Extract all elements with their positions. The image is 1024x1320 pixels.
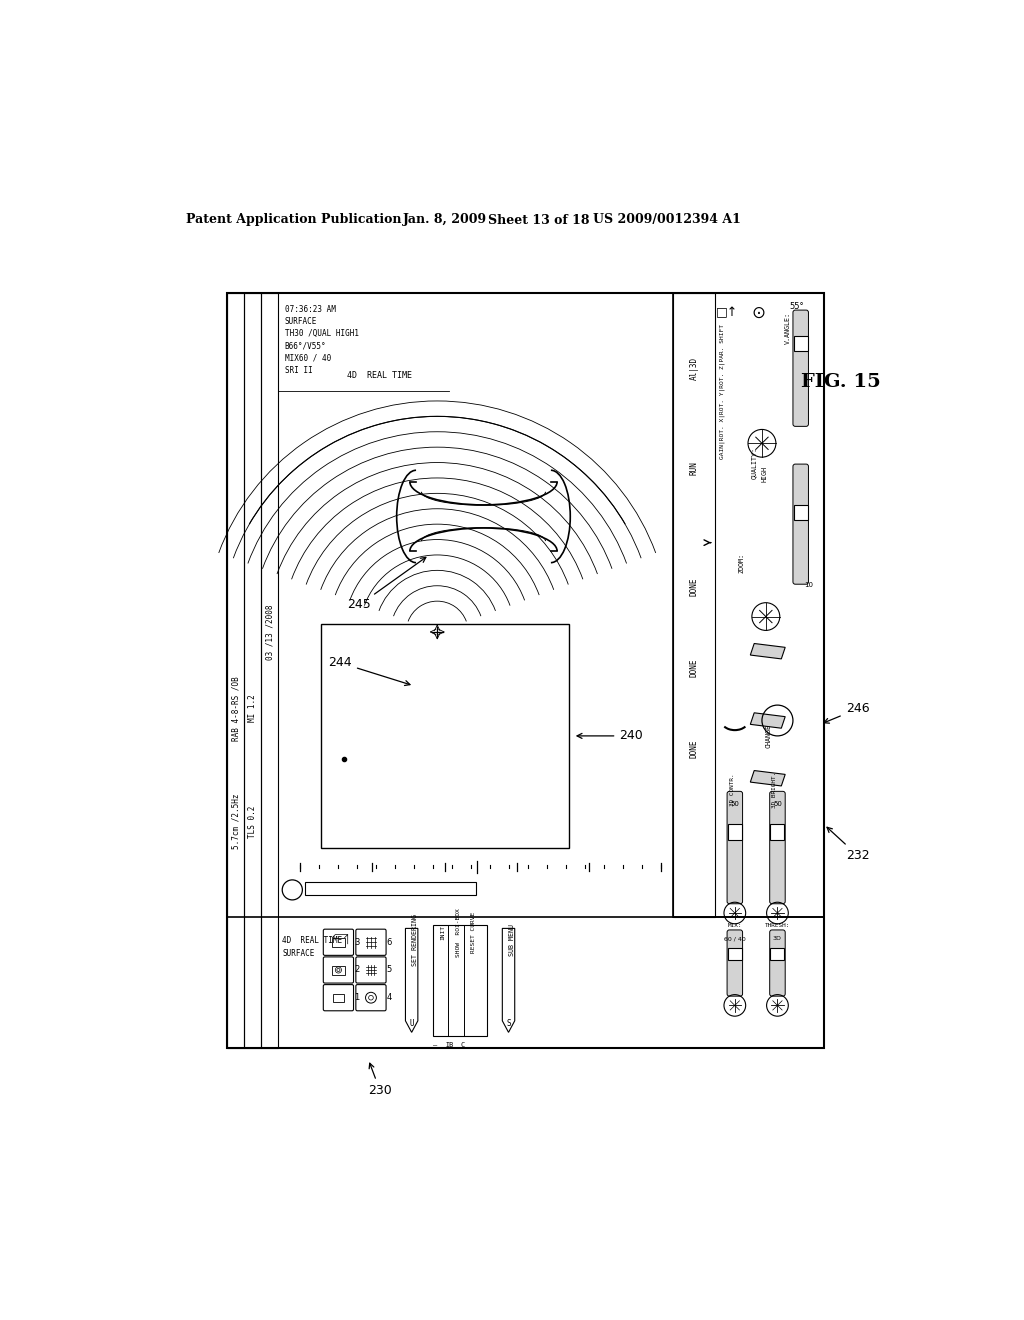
Text: 3D CONTR.: 3D CONTR. <box>730 774 735 807</box>
Text: FIG. 15: FIG. 15 <box>801 372 881 391</box>
Bar <box>333 994 344 1002</box>
Text: HIGH: HIGH <box>762 466 768 482</box>
Text: 50: 50 <box>730 801 739 808</box>
Text: 07:36:23 AM: 07:36:23 AM <box>285 305 336 314</box>
Text: RAB 4-8-RS /OB: RAB 4-8-RS /OB <box>231 676 241 741</box>
Text: 10: 10 <box>804 582 813 587</box>
Text: SHOW  ROI-BOX: SHOW ROI-BOX <box>456 908 461 957</box>
Bar <box>728 825 741 840</box>
Text: S: S <box>506 1019 511 1028</box>
Text: 5: 5 <box>387 965 392 974</box>
Text: 6: 6 <box>387 937 392 946</box>
Text: RESET CURVE: RESET CURVE <box>471 912 476 953</box>
Bar <box>794 506 808 520</box>
Text: —  I: — I <box>432 1043 450 1048</box>
Text: SRI II: SRI II <box>285 367 312 375</box>
Bar <box>794 335 808 351</box>
Bar <box>227 293 245 1048</box>
Bar <box>227 917 824 1048</box>
Text: 50: 50 <box>773 801 782 808</box>
Text: SURFACE: SURFACE <box>283 949 314 958</box>
Bar <box>770 948 784 960</box>
Text: Jan. 8, 2009: Jan. 8, 2009 <box>403 214 487 227</box>
Text: 4D  REAL TIME: 4D REAL TIME <box>346 371 412 380</box>
Bar <box>261 293 279 1048</box>
Text: 240: 240 <box>577 730 643 742</box>
Text: DONE: DONE <box>689 577 698 595</box>
Bar <box>245 293 261 1048</box>
Text: Sheet 13 of 18: Sheet 13 of 18 <box>488 214 590 227</box>
FancyBboxPatch shape <box>770 929 785 997</box>
Text: 230: 230 <box>368 1063 392 1097</box>
Polygon shape <box>751 644 785 659</box>
Bar <box>770 825 784 840</box>
Bar <box>673 293 716 917</box>
Text: DONE: DONE <box>689 659 698 677</box>
Text: 55°: 55° <box>790 302 804 312</box>
Text: DONE: DONE <box>689 739 698 758</box>
Text: CHANGE: CHANGE <box>766 723 772 748</box>
Bar <box>321 624 569 847</box>
Text: Al|3D: Al|3D <box>689 356 698 380</box>
Text: TLS 0.2: TLS 0.2 <box>248 805 257 838</box>
Bar <box>432 924 486 1036</box>
Text: SET RENDERING: SET RENDERING <box>412 913 418 966</box>
Text: 60 / 40: 60 / 40 <box>724 936 745 941</box>
FancyBboxPatch shape <box>727 929 742 997</box>
Text: RUN: RUN <box>689 461 698 475</box>
Text: QUALITY:: QUALITY: <box>751 446 757 479</box>
Text: 4D  REAL TIME: 4D REAL TIME <box>283 936 342 945</box>
Text: 3D: 3D <box>773 936 782 941</box>
Bar <box>227 293 824 1048</box>
Text: 2: 2 <box>354 965 359 974</box>
Text: 246: 246 <box>824 702 869 723</box>
Text: 245: 245 <box>347 557 426 611</box>
Text: 1: 1 <box>354 993 359 1002</box>
Text: ZOOM:: ZOOM: <box>738 553 744 573</box>
FancyBboxPatch shape <box>793 465 809 585</box>
Text: MIX60 / 40: MIX60 / 40 <box>285 354 331 363</box>
Text: ⊙: ⊙ <box>752 304 765 321</box>
Text: C: C <box>461 1043 465 1048</box>
FancyBboxPatch shape <box>770 792 785 904</box>
FancyBboxPatch shape <box>727 792 742 904</box>
Bar <box>332 966 345 974</box>
Text: Patent Application Publication: Patent Application Publication <box>186 214 401 227</box>
Text: GAIN|ROT. X|ROT. Y|ROT. Z|PAR. SHIFT: GAIN|ROT. X|ROT. Y|ROT. Z|PAR. SHIFT <box>719 323 725 459</box>
Text: B: B <box>449 1043 453 1048</box>
Text: MI 1.2: MI 1.2 <box>248 694 257 722</box>
Text: SUB MENU: SUB MENU <box>509 924 514 956</box>
Text: 5.7cm /2.5Hz: 5.7cm /2.5Hz <box>231 793 241 849</box>
Text: V.ANGLE:: V.ANGLE: <box>785 312 792 343</box>
Text: B66°/V55°: B66°/V55° <box>285 342 327 351</box>
Text: SURFACE: SURFACE <box>285 317 316 326</box>
Text: TH30 /QUAL HIGH1: TH30 /QUAL HIGH1 <box>285 330 358 338</box>
Text: THRESH:: THRESH: <box>765 924 791 928</box>
Text: 03 /13 /2008: 03 /13 /2008 <box>265 605 274 660</box>
Text: □↑: □↑ <box>716 306 738 319</box>
Text: US 2009/0012394 A1: US 2009/0012394 A1 <box>593 214 741 227</box>
Text: MIX:: MIX: <box>728 924 742 928</box>
Text: INIT: INIT <box>440 925 445 940</box>
Bar <box>673 293 824 917</box>
Text: U: U <box>410 1019 414 1028</box>
Polygon shape <box>751 713 785 729</box>
Text: 4: 4 <box>387 993 392 1002</box>
Polygon shape <box>751 771 785 785</box>
Text: 232: 232 <box>827 828 869 862</box>
Bar <box>305 882 476 895</box>
Text: 244: 244 <box>329 656 410 685</box>
Text: 3D BRIGHT.: 3D BRIGHT. <box>772 772 777 808</box>
FancyBboxPatch shape <box>793 310 809 426</box>
Bar <box>728 948 741 960</box>
Bar <box>332 937 345 946</box>
Text: 3: 3 <box>354 937 359 946</box>
